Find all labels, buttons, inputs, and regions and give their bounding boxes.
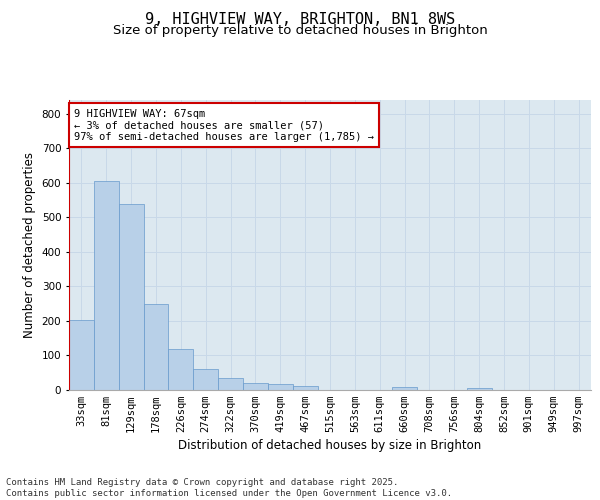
Bar [268, 384, 293, 390]
Bar [119, 204, 143, 390]
Bar [169, 348, 193, 390]
X-axis label: Distribution of detached houses by size in Brighton: Distribution of detached houses by size … [178, 440, 482, 452]
Bar [143, 304, 169, 390]
Bar [94, 181, 119, 390]
Bar [467, 388, 491, 390]
Text: Contains HM Land Registry data © Crown copyright and database right 2025.
Contai: Contains HM Land Registry data © Crown c… [6, 478, 452, 498]
Bar [218, 378, 243, 390]
Bar [69, 320, 94, 390]
Bar [392, 387, 417, 390]
Bar [193, 370, 218, 390]
Text: 9, HIGHVIEW WAY, BRIGHTON, BN1 8WS: 9, HIGHVIEW WAY, BRIGHTON, BN1 8WS [145, 12, 455, 28]
Bar [243, 383, 268, 390]
Text: Size of property relative to detached houses in Brighton: Size of property relative to detached ho… [113, 24, 487, 37]
Bar [293, 386, 317, 390]
Text: 9 HIGHVIEW WAY: 67sqm
← 3% of detached houses are smaller (57)
97% of semi-detac: 9 HIGHVIEW WAY: 67sqm ← 3% of detached h… [74, 108, 374, 142]
Y-axis label: Number of detached properties: Number of detached properties [23, 152, 36, 338]
